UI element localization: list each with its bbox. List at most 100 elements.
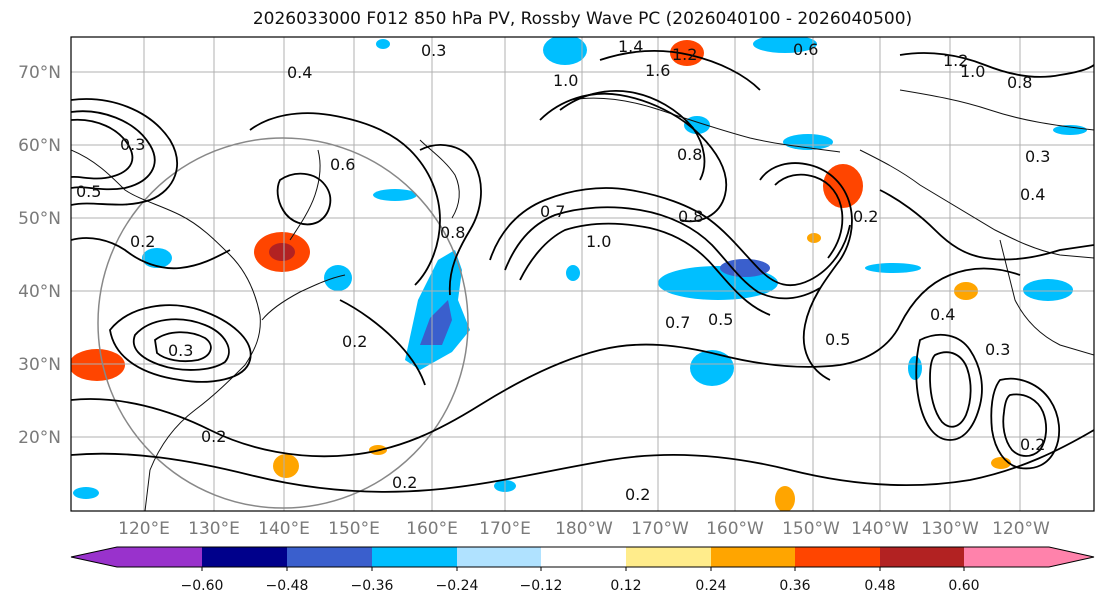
colorbar-tick-label: −0.24: [436, 578, 479, 594]
contour-label: 0.5: [76, 182, 101, 201]
map-title: 2026033000 F012 850 hPa PV, Rossby Wave …: [252, 9, 913, 29]
negative-anomaly-patch: [690, 350, 734, 386]
contour-label: 0.8: [1007, 73, 1032, 92]
contour-label: 0.3: [985, 340, 1010, 359]
negative-anomaly-patch: [1053, 125, 1087, 135]
longitude-labels: 120°E 130°E 140°E 150°E 160°E 170°E 180°…: [118, 519, 1050, 539]
lat-label: 30°N: [18, 355, 61, 375]
lon-label: 180°W: [555, 519, 613, 539]
contour-label: 0.3: [421, 41, 446, 60]
contour-label: 0.4: [287, 63, 312, 82]
colorbar: −0.60 −0.48 −0.36 −0.24 −0.12 0.12 0.24 …: [70, 546, 1095, 594]
colorbar-segment: [1049, 547, 1094, 567]
colorbar-labels: −0.60 −0.48 −0.36 −0.24 −0.12 0.12 0.24 …: [181, 578, 980, 594]
lon-label: 140°W: [851, 519, 909, 539]
contour-label: 0.8: [677, 145, 702, 164]
negative-anomaly-patch: [324, 265, 352, 291]
negative-anomaly-patch: [566, 265, 580, 281]
colorbar-segment: [711, 547, 795, 567]
contour-label: 0.2: [625, 485, 650, 504]
negative-anomaly-patch: [1023, 279, 1073, 301]
contour-label: 1.0: [960, 62, 985, 81]
colorbar-outline: [70, 546, 1095, 568]
latitude-labels: 70°N 60°N 50°N 40°N 30°N 20°N: [18, 63, 61, 448]
colorbar-segment: [372, 547, 457, 567]
contour-label: 1.6: [645, 61, 670, 80]
contour-label: 1.4: [618, 37, 643, 56]
lon-label: 120°W: [992, 519, 1050, 539]
contour-label: 0.7: [540, 202, 565, 221]
lat-label: 20°N: [18, 428, 61, 448]
positive-anomaly-patch: [807, 233, 821, 243]
negative-anomaly-patch: [73, 487, 99, 499]
colorbar-tick-label: −0.60: [181, 578, 224, 594]
colorbar-tick-label: −0.12: [520, 578, 563, 594]
colorbar-ticks: [201, 567, 965, 571]
colorbar-tick-label: 0.60: [948, 578, 979, 594]
contour-label: 0.3: [1025, 147, 1050, 166]
pv-contours: [71, 49, 1094, 493]
pv-anomaly-shading: [71, 37, 1087, 511]
colorbar-segment: [964, 547, 1049, 567]
contour-label: 0.2: [342, 332, 367, 351]
colorbar-tick-label: −0.48: [266, 578, 309, 594]
positive-anomaly-patch: [775, 486, 795, 511]
lon-label: 160°E: [406, 519, 458, 539]
negative-anomaly-patch: [865, 263, 921, 273]
lon-label: 160°W: [706, 519, 764, 539]
lat-label: 50°N: [18, 209, 61, 229]
contour-label: 0.2: [853, 207, 878, 226]
negative-anomaly-core: [420, 300, 452, 345]
lon-label: 120°E: [118, 519, 170, 539]
colorbar-segment: [880, 547, 964, 567]
negative-anomaly-core: [720, 259, 770, 277]
positive-anomaly-patch: [71, 349, 125, 381]
rossby-wave-pc-circle: [97, 137, 469, 509]
contour-label: 0.5: [825, 330, 850, 349]
contour-label: 0.6: [793, 40, 818, 59]
contour-label: 0.3: [120, 135, 145, 154]
colorbar-segment: [541, 547, 626, 567]
contour-label: 0.6: [330, 155, 355, 174]
positive-anomaly-core: [269, 243, 295, 261]
colorbar-segment: [71, 547, 117, 567]
contour-label: 1.0: [553, 71, 578, 90]
negative-anomaly-patch: [753, 37, 817, 53]
colorbar-tick-label: 0.24: [695, 578, 726, 594]
lat-label: 60°N: [18, 136, 61, 156]
contour-label: 0.4: [930, 305, 955, 324]
positive-anomaly-patch: [670, 40, 704, 66]
contour-label: 1.2: [672, 45, 697, 64]
contour-label: 0.8: [678, 207, 703, 226]
lon-label: 140°E: [258, 519, 310, 539]
negative-anomaly-patch: [142, 248, 172, 268]
contour-label: 0.2: [130, 232, 155, 251]
negative-anomaly-patch: [543, 37, 587, 65]
contour-labels: 0.3 1.4 1.2 0.6 1.6 0.4 1.0 1.2 1.0 0.8 …: [76, 37, 1050, 504]
contour-label: 1.2: [943, 51, 968, 70]
contour-label: 0.8: [440, 223, 465, 242]
negative-anomaly-patch: [908, 356, 922, 380]
lat-label: 40°N: [18, 282, 61, 302]
contour-label: 0.2: [201, 427, 226, 446]
colorbar-tick-label: 0.36: [779, 578, 810, 594]
colorbar-tick-label: −0.36: [351, 578, 394, 594]
contour-label: 0.2: [392, 473, 417, 492]
contour-label: 0.7: [665, 313, 690, 332]
colorbar-tick-label: 0.48: [864, 578, 895, 594]
negative-anomaly-patch: [376, 39, 390, 49]
lon-label: 170°W: [631, 519, 689, 539]
lon-label: 170°E: [479, 519, 531, 539]
contour-label: 0.2: [1020, 435, 1045, 454]
colorbar-segment: [795, 547, 880, 567]
colorbar-segment: [287, 547, 372, 567]
colorbar-segment: [626, 547, 711, 567]
colorbar-segment: [117, 547, 202, 567]
contour-label: 0.3: [168, 341, 193, 360]
map-frame: [70, 36, 1095, 512]
colorbar-segment: [457, 547, 541, 567]
lon-label: 130°W: [921, 519, 979, 539]
negative-anomaly-patch: [373, 189, 417, 201]
positive-anomaly-patch: [823, 164, 863, 208]
